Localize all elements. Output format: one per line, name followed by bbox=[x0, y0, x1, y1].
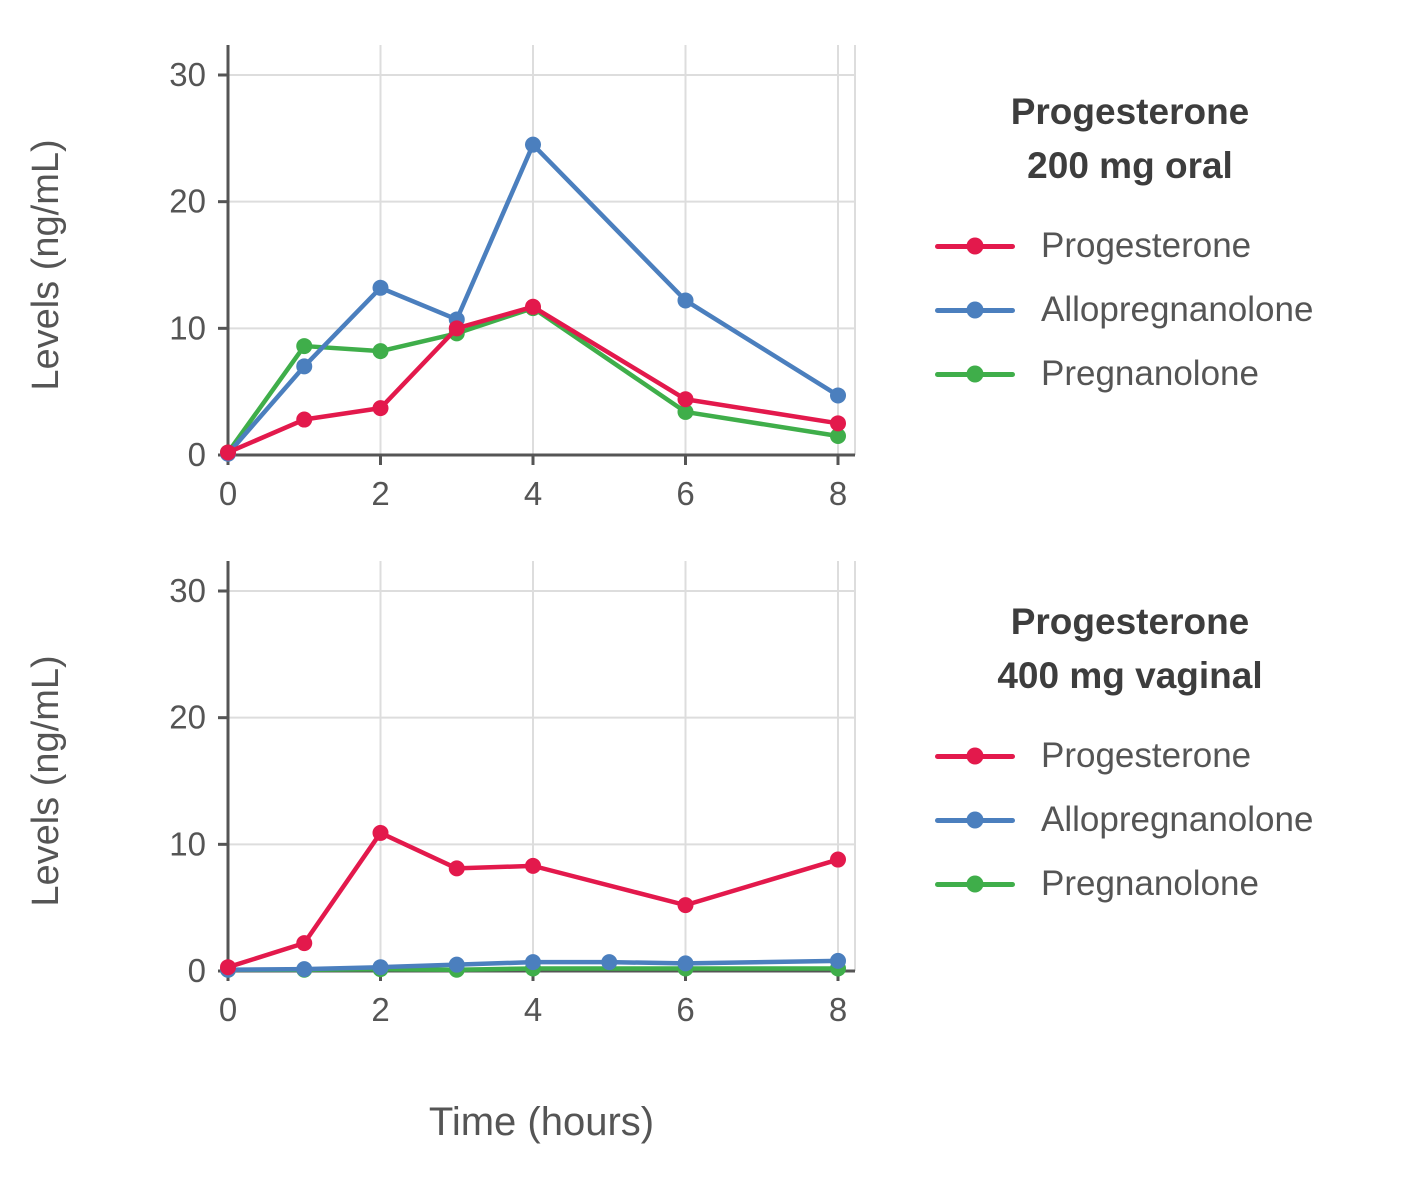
legend-item-pregnanolone: Pregnanolone bbox=[935, 354, 1370, 394]
svg-text:30: 30 bbox=[169, 572, 206, 609]
tick-labels: 0 10 20 30 0 2 4 6 8 bbox=[169, 56, 847, 512]
svg-text:20: 20 bbox=[169, 183, 206, 220]
legend-items-oral: Progesterone Allopregnanolone Pregnanolo… bbox=[890, 226, 1370, 394]
legend-item-pregnanolone: Pregnanolone bbox=[935, 864, 1370, 904]
svg-text:8: 8 bbox=[829, 475, 847, 512]
legend-item-progesterone: Progesterone bbox=[935, 226, 1370, 266]
legend-marker-pregnanolone bbox=[935, 365, 1015, 383]
tick-labels: 0 10 20 30 0 2 4 6 8 bbox=[169, 572, 847, 1028]
legend-group-vaginal: Progesterone 400 mg vaginal Progesterone… bbox=[890, 595, 1370, 904]
svg-text:6: 6 bbox=[676, 475, 694, 512]
legend-marker-allopregnanolone bbox=[935, 811, 1015, 829]
series-allopregnanolone bbox=[220, 952, 846, 978]
legend-marker-progesterone bbox=[935, 747, 1015, 765]
svg-text:10: 10 bbox=[169, 309, 206, 346]
svg-text:4: 4 bbox=[524, 991, 542, 1028]
legend-label: Progesterone bbox=[1041, 226, 1252, 266]
svg-text:0: 0 bbox=[188, 436, 206, 473]
y-axis-label: Levels (ng/mL) bbox=[25, 139, 67, 390]
legend-item-allopregnanolone: Allopregnanolone bbox=[935, 290, 1370, 330]
oral-chart: 0 10 20 30 0 2 4 6 8 Levels (ng/mL) bbox=[25, 45, 856, 512]
legend-marker-allopregnanolone bbox=[935, 301, 1015, 319]
gridlines bbox=[228, 561, 856, 971]
chart-title-vaginal: Progesterone 400 mg vaginal bbox=[890, 595, 1370, 702]
svg-text:8: 8 bbox=[829, 991, 847, 1028]
legend-label: Allopregnanolone bbox=[1041, 290, 1314, 330]
axes bbox=[226, 561, 855, 973]
svg-text:0: 0 bbox=[188, 952, 206, 989]
svg-text:2: 2 bbox=[371, 991, 389, 1028]
legend-dot-icon bbox=[966, 237, 984, 255]
series-progesterone bbox=[220, 298, 846, 461]
svg-text:30: 30 bbox=[169, 56, 206, 93]
svg-text:0: 0 bbox=[219, 475, 237, 512]
chart-title-line1: Progesterone bbox=[1010, 601, 1250, 642]
svg-text:10: 10 bbox=[169, 825, 206, 862]
vaginal-chart: 0 10 20 30 0 2 4 6 8 Levels (ng/mL) bbox=[25, 561, 856, 1028]
svg-text:2: 2 bbox=[371, 475, 389, 512]
svg-text:20: 20 bbox=[169, 699, 206, 736]
legend-item-allopregnanolone: Allopregnanolone bbox=[935, 800, 1370, 840]
legend-dot-icon bbox=[966, 747, 984, 765]
legend-group-oral: Progesterone 200 mg oral Progesterone Al… bbox=[890, 85, 1370, 394]
legend-label: Pregnanolone bbox=[1041, 354, 1259, 394]
chart-title-line1: Progesterone bbox=[1010, 91, 1250, 132]
chart-title-line2: 400 mg vaginal bbox=[997, 654, 1263, 696]
legend-item-progesterone: Progesterone bbox=[935, 736, 1370, 776]
legend-marker-pregnanolone bbox=[935, 875, 1015, 893]
legend-dot-icon bbox=[966, 301, 984, 319]
series-progesterone bbox=[220, 824, 846, 976]
chart-title-line2: 200 mg oral bbox=[1027, 144, 1233, 186]
legend-label: Progesterone bbox=[1041, 736, 1252, 776]
legend-dot-icon bbox=[966, 811, 984, 829]
svg-text:0: 0 bbox=[219, 991, 237, 1028]
x-axis-label: Time (hours) bbox=[428, 1100, 655, 1144]
legend-label: Allopregnanolone bbox=[1041, 800, 1314, 840]
gridlines bbox=[228, 45, 856, 455]
chart-title-oral: Progesterone 200 mg oral bbox=[890, 85, 1370, 192]
legend-dot-icon bbox=[966, 365, 984, 383]
legend-label: Pregnanolone bbox=[1041, 864, 1259, 904]
legend-marker-progesterone bbox=[935, 237, 1015, 255]
svg-text:6: 6 bbox=[676, 991, 694, 1028]
y-axis-label: Levels (ng/mL) bbox=[25, 655, 67, 906]
legend-items-vaginal: Progesterone Allopregnanolone Pregnanolo… bbox=[890, 736, 1370, 904]
axes bbox=[226, 45, 855, 457]
legend-dot-icon bbox=[966, 875, 984, 893]
svg-text:4: 4 bbox=[524, 475, 542, 512]
